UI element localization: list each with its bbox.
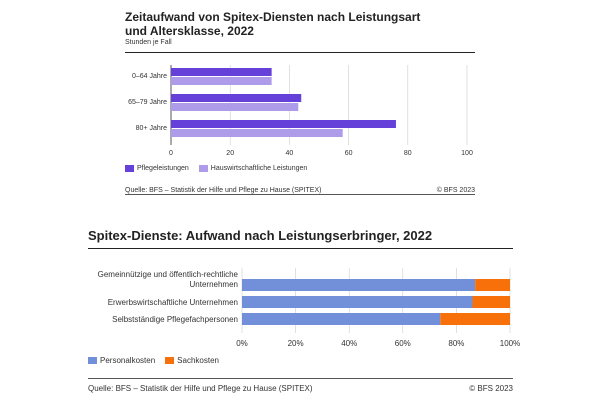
legend-label-pflegeleistungen: Pflegeleistungen <box>137 165 189 172</box>
chart-title: Spitex-Dienste: Aufwand nach Leistungser… <box>88 228 433 243</box>
chart-bottom-panel: Spitex-Dienste: Aufwand nach Leistungser… <box>88 228 520 400</box>
chart-bottom-legend: Personalkosten Sachkosten <box>88 356 229 365</box>
chart-title-line-1: Zeitaufwand von Spitex-Diensten nach Lei… <box>125 10 421 24</box>
legend-item-sachkosten: Sachkosten <box>165 356 219 365</box>
x-tick-label-0: 0% <box>236 339 248 348</box>
chart-top-legend: Pflegeleistungen Hauswirtschaftliche Lei… <box>125 165 317 172</box>
x-tick-label-100: 100 <box>461 150 473 157</box>
legend-item-hauswirtschaftliche-leistungen: Hauswirtschaftliche Leistungen <box>198 165 308 172</box>
x-tick-label-60: 60 <box>345 150 353 157</box>
chart-top-panel: Zeitaufwand von Spitex-Diensten nach Lei… <box>125 10 475 205</box>
title-divider <box>125 52 475 53</box>
x-tick-label-80: 80% <box>448 339 464 348</box>
chart-title: Zeitaufwand von Spitex-Diensten nach Lei… <box>125 10 420 38</box>
legend-swatch-personalkosten <box>88 357 97 364</box>
x-tick-label-100: 100% <box>500 339 520 348</box>
bar-pflegeleistungen-80-jahre <box>171 120 396 128</box>
legend-item-personalkosten: Personalkosten <box>88 356 155 365</box>
title-divider <box>88 248 513 249</box>
legend-label-sachkosten: Sachkosten <box>177 356 219 365</box>
chart-subtitle: Stunden je Fall <box>125 39 172 46</box>
bar-sachkosten-selbstst-ndige-pflegefachpersonen <box>440 313 510 325</box>
legend-item-pflegeleistungen: Pflegeleistungen <box>125 165 189 172</box>
bar-sachkosten-gemeinn-tzige-und-ffentlich-rechtliche-unternehmen <box>475 279 510 291</box>
bar-hauswirtschaftliche-leistungen-0-64-jahre <box>171 77 272 85</box>
bar-hauswirtschaftliche-leistungen-65-79-jahre <box>171 103 299 111</box>
legend-swatch-hauswirtschaftliche-leistungen <box>198 165 208 172</box>
chart-bottom-source: Quelle: BFS – Statistik der Hilfe und Pf… <box>88 384 313 393</box>
chart-top-source: Quelle: BFS – Statistik der Hilfe und Pf… <box>125 187 322 194</box>
y-category-label-erwerbswirtschaftliche-unternehmen-line-1: Erwerbswirtschaftliche Unternehmen <box>108 298 238 307</box>
x-tick-label-20: 20 <box>226 150 234 157</box>
chart-top-copyright: © BFS 2023 <box>436 187 475 194</box>
chart-title-line-2: und Altersklasse, 2022 <box>125 24 254 38</box>
y-category-label-selbstst-ndige-pflegefachpersonen-line-1: Selbstständige Pflegefachpersonen <box>112 315 238 324</box>
y-category-label-80-jahre: 80+ Jahre <box>136 125 167 132</box>
bar-personalkosten-erwerbswirtschaftliche-unternehmen <box>242 296 473 308</box>
legend-label-hauswirtschaftliche-leistungen: Hauswirtschaftliche Leistungen <box>210 165 308 172</box>
chart-bottom-plot: 0% 20% 40% 60% 80% 100% Gemeinnützige und öffe… <box>98 268 520 348</box>
x-tick-label-60: 60% <box>395 339 411 348</box>
bar-hauswirtschaftliche-leistungen-80-jahre <box>171 129 343 137</box>
x-tick-label-80: 80 <box>404 150 412 157</box>
y-category-label-gemeinn-tzige-und-ffentlich-rechtliche-unternehmen-line-1: Gemeinnützige und öffentlich-rechtliche <box>98 270 239 279</box>
chart-top-plot: 0 20 40 60 80 100 0–64 Jahre 65–79 Jahre 80+ Jah… <box>128 65 473 157</box>
bar-sachkosten-erwerbswirtschaftliche-unternehmen <box>472 296 510 308</box>
y-category-label-65-79-jahre: 65–79 Jahre <box>128 99 167 106</box>
bar-pflegeleistungen-0-64-jahre <box>171 68 272 76</box>
y-category-label-gemeinn-tzige-und-ffentlich-rechtliche-unternehmen-line-2: Unternehmen <box>190 280 238 289</box>
footer-divider <box>125 194 475 195</box>
x-tick-label-40: 40% <box>341 339 357 348</box>
chart-bottom-copyright: © BFS 2023 <box>469 384 513 393</box>
x-tick-label-20: 20% <box>288 339 304 348</box>
x-tick-label-40: 40 <box>286 150 294 157</box>
legend-swatch-pflegeleistungen <box>125 165 134 172</box>
footer-divider <box>88 378 513 379</box>
bar-personalkosten-selbstst-ndige-pflegefachpersonen <box>242 313 441 325</box>
y-category-label-0-64-jahre: 0–64 Jahre <box>132 73 167 80</box>
legend-swatch-sachkosten <box>165 357 175 364</box>
x-tick-label-0: 0 <box>169 150 173 157</box>
bar-pflegeleistungen-65-79-jahre <box>171 94 302 102</box>
bar-personalkosten-gemeinn-tzige-und-ffentlich-rechtliche-unternehmen <box>242 279 476 291</box>
legend-label-personalkosten: Personalkosten <box>100 356 156 365</box>
